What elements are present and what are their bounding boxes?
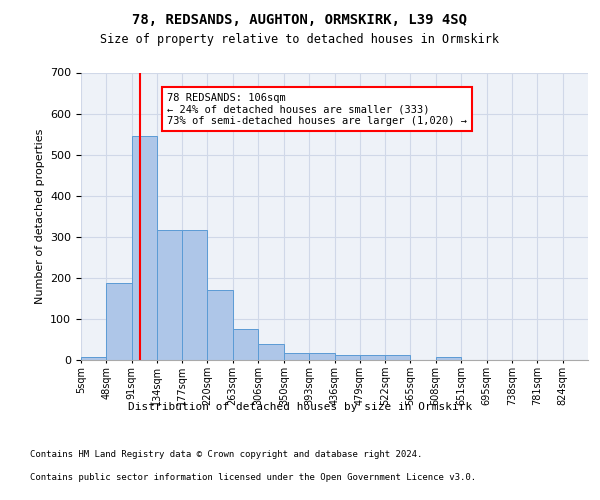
Bar (131, 136, 157, 360)
Bar (258, 344, 284, 360)
Bar (335, 354, 360, 360)
Bar (106, 283, 131, 360)
Bar (360, 354, 385, 360)
Bar (309, 354, 335, 360)
Bar (81, 356, 106, 360)
Y-axis label: Number of detached properties: Number of detached properties (35, 128, 44, 304)
Bar (182, 230, 208, 360)
Bar (157, 230, 182, 360)
Bar (208, 290, 233, 360)
Text: Size of property relative to detached houses in Ormskirk: Size of property relative to detached ho… (101, 32, 499, 46)
Text: Contains public sector information licensed under the Open Government Licence v3: Contains public sector information licen… (30, 472, 476, 482)
Bar (436, 356, 461, 360)
Bar (385, 354, 410, 360)
Text: Contains HM Land Registry data © Crown copyright and database right 2024.: Contains HM Land Registry data © Crown c… (30, 450, 422, 459)
Bar (233, 329, 258, 360)
Text: 78 REDSANDS: 106sqm
← 24% of detached houses are smaller (333)
73% of semi-detac: 78 REDSANDS: 106sqm ← 24% of detached ho… (167, 92, 467, 126)
Text: 78, REDSANDS, AUGHTON, ORMSKIRK, L39 4SQ: 78, REDSANDS, AUGHTON, ORMSKIRK, L39 4SQ (133, 12, 467, 26)
Text: Distribution of detached houses by size in Ormskirk: Distribution of detached houses by size … (128, 402, 472, 412)
Bar (284, 354, 309, 360)
